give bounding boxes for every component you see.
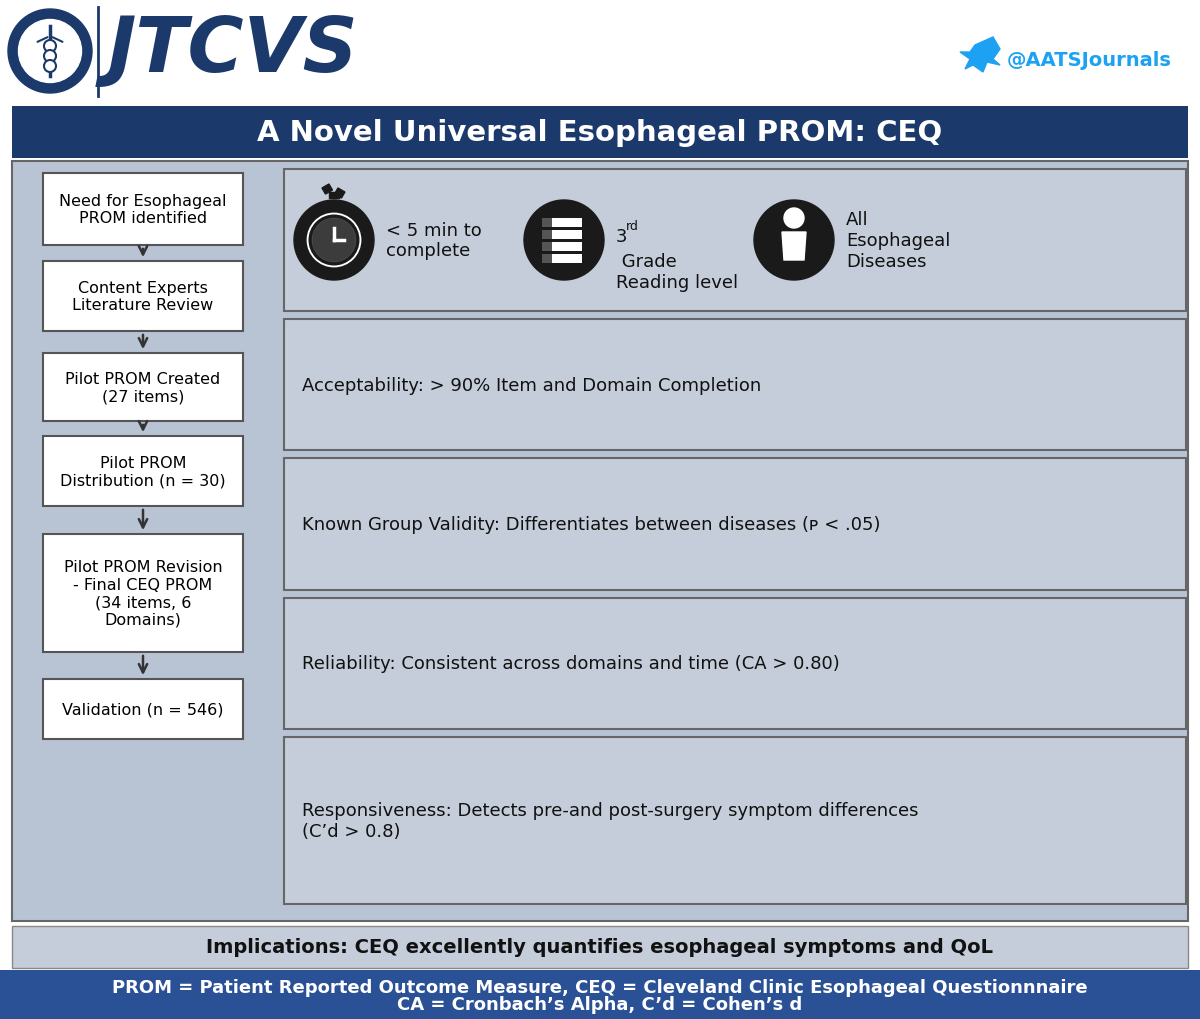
Text: Content Experts
Literature Review: Content Experts Literature Review bbox=[72, 280, 214, 313]
Bar bbox=[43, 174, 242, 246]
Circle shape bbox=[524, 201, 604, 280]
Bar bbox=[542, 243, 552, 252]
Bar bbox=[284, 320, 1186, 450]
Text: CA = Cronbach’s Alpha, C’d = Cohen’s d: CA = Cronbach’s Alpha, C’d = Cohen’s d bbox=[397, 996, 803, 1013]
Text: Validation (n = 546): Validation (n = 546) bbox=[62, 702, 223, 716]
Text: Pilot PROM
Distribution (n = 30): Pilot PROM Distribution (n = 30) bbox=[60, 455, 226, 488]
Bar bbox=[542, 255, 582, 264]
Bar bbox=[284, 170, 1186, 312]
Circle shape bbox=[44, 41, 56, 53]
Text: Responsiveness: Detects pre-and post-surgery symptom differences
(C’d > 0.8): Responsiveness: Detects pre-and post-sur… bbox=[302, 801, 918, 840]
Text: 3: 3 bbox=[616, 228, 628, 246]
Bar bbox=[0, 970, 1200, 1019]
Circle shape bbox=[44, 61, 56, 73]
Text: Acceptability: > 90% Item and Domain Completion: Acceptability: > 90% Item and Domain Com… bbox=[302, 376, 761, 394]
Bar bbox=[43, 354, 242, 422]
Circle shape bbox=[44, 51, 56, 63]
Bar bbox=[284, 598, 1186, 730]
Bar bbox=[542, 230, 552, 239]
Text: < 5 min to
complete: < 5 min to complete bbox=[386, 221, 481, 260]
Bar bbox=[43, 262, 242, 331]
Polygon shape bbox=[782, 232, 806, 261]
Bar bbox=[329, 193, 340, 199]
Bar bbox=[12, 162, 1188, 921]
Text: JTCVS: JTCVS bbox=[108, 14, 359, 88]
Circle shape bbox=[312, 219, 356, 263]
Text: Reliability: Consistent across domains and time (CA > 0.80): Reliability: Consistent across domains a… bbox=[302, 654, 840, 673]
Text: All
Esophageal
Diseases: All Esophageal Diseases bbox=[846, 211, 950, 270]
Text: @AATSJournals: @AATSJournals bbox=[1007, 51, 1172, 69]
Bar bbox=[542, 243, 582, 252]
Circle shape bbox=[308, 215, 360, 267]
Circle shape bbox=[294, 201, 374, 280]
Text: Pilot PROM Revision
- Final CEQ PROM
(34 items, 6
Domains): Pilot PROM Revision - Final CEQ PROM (34… bbox=[64, 559, 222, 627]
Text: rd: rd bbox=[626, 220, 638, 233]
Text: Implications: CEQ excellently quantifies esophageal symptoms and QoL: Implications: CEQ excellently quantifies… bbox=[206, 937, 994, 957]
Bar bbox=[43, 535, 242, 652]
Polygon shape bbox=[960, 38, 1000, 73]
Bar bbox=[542, 219, 582, 228]
Circle shape bbox=[8, 10, 92, 94]
Bar bbox=[284, 737, 1186, 904]
Bar bbox=[0, 0, 1200, 105]
Circle shape bbox=[754, 201, 834, 280]
Bar bbox=[322, 184, 332, 195]
Circle shape bbox=[18, 20, 82, 84]
Bar bbox=[335, 189, 344, 199]
Bar bbox=[542, 255, 552, 264]
Circle shape bbox=[310, 216, 359, 266]
Bar bbox=[542, 230, 582, 239]
Bar bbox=[12, 107, 1188, 159]
Bar bbox=[43, 680, 242, 739]
Bar bbox=[284, 459, 1186, 590]
Text: Known Group Validity: Differentiates between diseases (ᴘ < .05): Known Group Validity: Differentiates bet… bbox=[302, 516, 881, 534]
Bar bbox=[43, 436, 242, 506]
Text: Pilot PROM Created
(27 items): Pilot PROM Created (27 items) bbox=[65, 372, 221, 404]
Text: A Novel Universal Esophageal PROM: CEQ: A Novel Universal Esophageal PROM: CEQ bbox=[257, 119, 943, 147]
Text: Need for Esophageal
PROM identified: Need for Esophageal PROM identified bbox=[59, 194, 227, 226]
Circle shape bbox=[784, 209, 804, 229]
Bar bbox=[542, 219, 552, 228]
Text: PROM = Patient Reported Outcome Measure, CEQ = Cleveland Clinic Esophageal Quest: PROM = Patient Reported Outcome Measure,… bbox=[112, 978, 1088, 997]
Text: Grade
Reading level: Grade Reading level bbox=[616, 253, 738, 291]
Bar bbox=[12, 926, 1188, 968]
